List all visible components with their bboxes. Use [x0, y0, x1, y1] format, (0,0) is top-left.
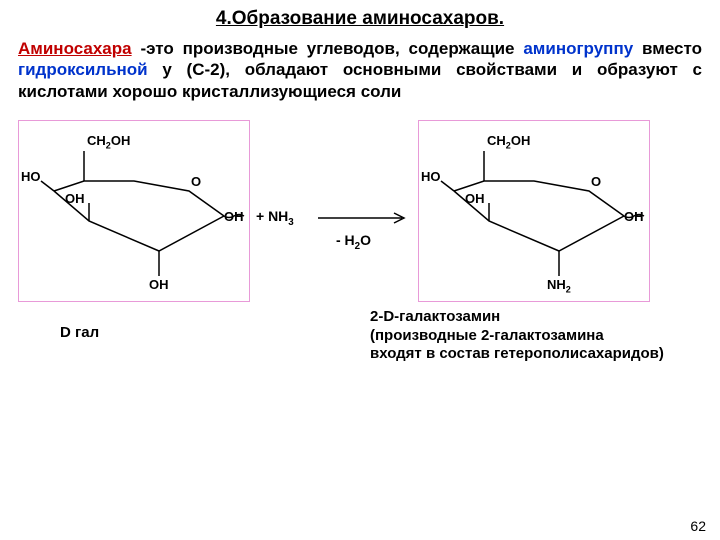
reagent-nh3: + NH3: [256, 208, 294, 228]
label-o-ring-left: O: [191, 174, 201, 189]
caption-right-line2: (производные 2-галактозамина: [370, 327, 664, 346]
para-text-1: -это производные углеводов, содержащие: [132, 39, 524, 58]
term-hydroxyl: гидроксильной: [18, 60, 148, 79]
caption-right-line1: 2-D-галактозамин: [370, 308, 664, 327]
para-text-2: вместо: [633, 39, 702, 58]
label-ch2oh-right: CH2OH: [487, 133, 530, 151]
label-ho-right: HO: [421, 169, 441, 184]
label-o-ring-right: O: [591, 174, 601, 189]
label-ho-left: HO: [21, 169, 41, 184]
caption-galactosamine: 2-D-галактозамин (производные 2-галактоз…: [370, 308, 664, 364]
page-number: 62: [690, 518, 706, 534]
label-nh2-bottom-right: NH2: [547, 277, 571, 295]
byproduct-h2o: - H2O: [336, 232, 371, 252]
term-aminosugars: Аминосахара: [18, 39, 132, 58]
label-oh-bottom-left: OH: [149, 277, 169, 292]
caption-right-line3: входят в состав гетерополисахаридов): [370, 345, 664, 364]
caption-d-gal: D гал: [60, 324, 99, 341]
reaction-arrow-icon: [316, 210, 412, 226]
ring-structure-right: [419, 121, 649, 301]
molecule-d-galactose: CH2OH HO OH O OH OH: [18, 120, 250, 302]
label-oh-inner-right: OH: [465, 191, 485, 206]
label-oh-inner-left: OH: [65, 191, 85, 206]
label-ch2oh-left: CH2OH: [87, 133, 130, 151]
label-oh-anomeric-left: OH: [224, 209, 244, 224]
term-aminogroup: аминогруппу: [523, 39, 633, 58]
page-title: 4.Образование аминосахаров.: [0, 0, 720, 34]
label-oh-anomeric-right: OH: [624, 209, 644, 224]
molecule-galactosamine: CH2OH HO OH O OH NH2: [418, 120, 650, 302]
ring-structure-left: [19, 121, 249, 301]
definition-paragraph: Аминосахара -это производные углеводов, …: [0, 34, 720, 110]
reaction-diagram: CH2OH HO OH O OH OH + NH3 - H2O CH2OH HO: [0, 110, 720, 370]
